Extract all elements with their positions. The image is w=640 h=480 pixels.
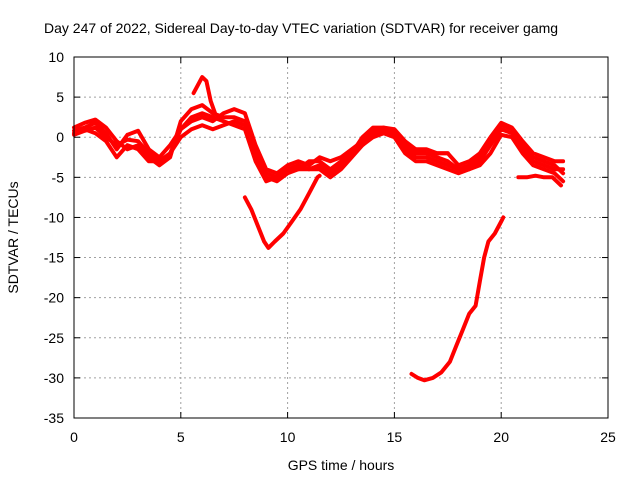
y-tick-label: -5 — [52, 169, 65, 185]
plot-frame — [73, 56, 609, 419]
x-tick-label: 10 — [280, 429, 296, 445]
x-tick-label: 20 — [493, 429, 509, 445]
axis-ticks: 0 5 10 15 20 25 -35 -30 -25 -20 -15 -10 -5 0 5 10 — [44, 49, 616, 445]
series-track-5 — [191, 75, 217, 116]
series-track-4 — [72, 111, 566, 184]
series-track-9 — [409, 215, 506, 383]
series-track-1 — [72, 107, 566, 176]
x-tick-label: 5 — [177, 429, 185, 445]
y-tick-label: -10 — [44, 209, 64, 225]
y-tick-label: -20 — [44, 290, 64, 306]
x-tick-label: 0 — [70, 429, 78, 445]
y-tick-label: 0 — [56, 129, 64, 145]
y-tick-label: 10 — [48, 49, 64, 65]
series-track-6 — [516, 173, 563, 188]
y-tick-label: 5 — [56, 89, 64, 105]
y-axis-label: SDTVAR / TECUs — [5, 181, 21, 293]
y-tick-label: -15 — [44, 250, 64, 266]
x-tick-label: 15 — [387, 429, 403, 445]
series-track-8 — [242, 173, 322, 250]
chart-title: Day 247 of 2022, Sidereal Day-to-day VTE… — [44, 20, 558, 36]
y-tick-label: -25 — [44, 330, 64, 346]
x-axis-label: GPS time / hours — [288, 457, 395, 473]
x-tick-label: 25 — [600, 429, 616, 445]
series-track-2 — [72, 119, 566, 180]
series-track-7 — [413, 147, 450, 156]
grid — [74, 57, 608, 418]
y-tick-label: -35 — [44, 410, 64, 426]
data-series — [72, 75, 566, 383]
y-tick-label: -30 — [44, 370, 64, 386]
